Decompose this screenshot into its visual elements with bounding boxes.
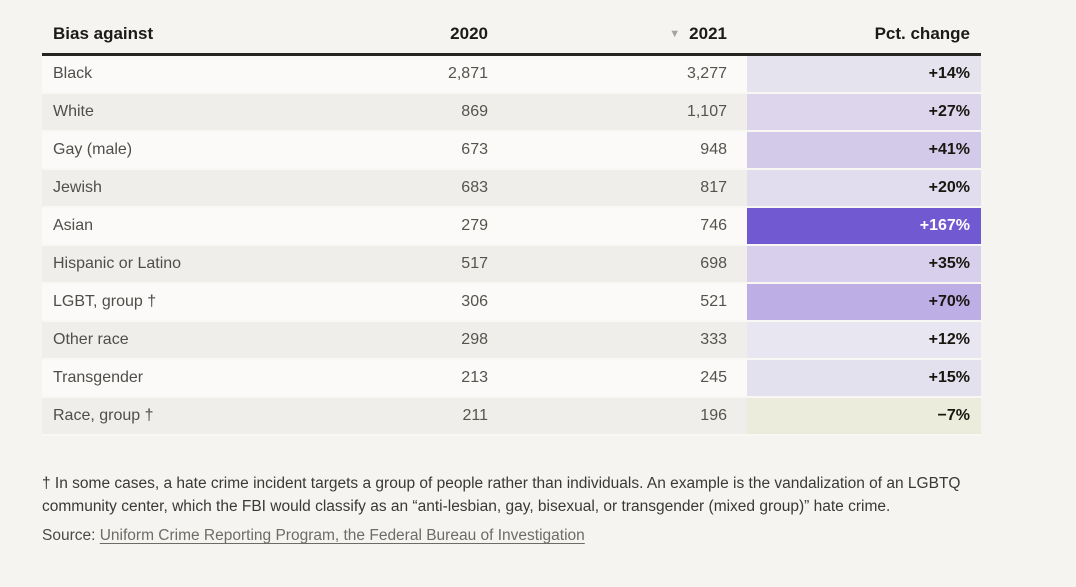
table-row: Race, group † 211 196 −7% [42,398,981,436]
table-body: Black 2,871 3,277 +14% White 869 1,107 +27% Gay … [42,56,981,436]
row-label: Transgender [53,369,144,386]
column-header-bias-against[interactable]: Bias against [53,24,154,43]
value-2020: 517 [461,255,488,272]
value-2020: 213 [461,369,488,386]
row-label: White [53,103,94,120]
pct-change-cell: +167% [747,208,981,244]
source-line: Source: Uniform Crime Reporting Program,… [42,527,986,545]
table-notes: † In some cases, a hate crime incident t… [42,472,986,545]
table-row: Transgender 213 245 +15% [42,360,981,398]
row-label: Jewish [53,179,102,196]
value-2021: 3,277 [686,65,727,82]
value-2020: 673 [461,141,488,158]
row-label: Black [53,65,93,82]
value-2021: 245 [700,369,727,386]
table-row: Asian 279 746 +167% [42,208,981,246]
table-row: Hispanic or Latino 517 698 +35% [42,246,981,284]
value-2020: 279 [461,217,488,234]
table-row: Jewish 683 817 +20% [42,170,981,208]
row-label: LGBT, group † [53,293,157,310]
table-header-row: Bias against 2020 ▼ 2021 Pct. change [42,18,981,56]
pct-change-cell: −7% [747,398,981,434]
table-row: Gay (male) 673 948 +41% [42,132,981,170]
value-2021: 948 [700,141,727,158]
pct-change-cell: +15% [747,360,981,396]
value-2021: 1,107 [686,103,727,120]
value-2021: 698 [700,255,727,272]
column-header-pct-change[interactable]: Pct. change [874,24,970,43]
row-label: Hispanic or Latino [53,255,182,272]
value-2020: 298 [461,331,488,348]
value-2020: 211 [462,407,488,424]
value-2020: 2,871 [447,65,488,82]
pct-change-cell: +70% [747,284,981,320]
footnote-text: † In some cases, a hate crime incident t… [42,475,961,515]
column-header-2021[interactable]: ▼ 2021 [502,24,747,44]
row-label: Other race [53,331,129,348]
table-row: Other race 298 333 +12% [42,322,981,360]
pct-change-cell: +12% [747,322,981,358]
source-link[interactable]: Uniform Crime Reporting Program, the Fed… [99,527,585,544]
table-row: LGBT, group † 306 521 +70% [42,284,981,322]
table-row: White 869 1,107 +27% [42,94,981,132]
sort-descending-icon: ▼ [669,28,681,40]
table-row: Black 2,871 3,277 +14% [42,56,981,94]
pct-change-cell: +35% [747,246,981,282]
value-2020: 869 [461,103,488,120]
value-2021: 333 [700,331,727,348]
pct-change-cell: +14% [747,56,981,92]
value-2021: 521 [700,293,727,310]
value-2021: 746 [700,217,727,234]
row-label: Gay (male) [53,141,133,158]
value-2021: 196 [700,407,727,424]
column-header-2021-label: 2021 [689,24,727,43]
pct-change-cell: +27% [747,94,981,130]
value-2020: 306 [461,293,488,310]
column-header-2020[interactable]: 2020 [450,24,488,43]
value-2021: 817 [700,179,727,196]
data-table: Bias against 2020 ▼ 2021 Pct. change Blac… [42,18,981,436]
value-2020: 683 [461,179,488,196]
row-label: Asian [53,217,94,234]
pct-change-cell: +41% [747,132,981,168]
source-prefix: Source: [42,527,100,544]
row-label: Race, group † [53,407,154,424]
pct-change-cell: +20% [747,170,981,206]
